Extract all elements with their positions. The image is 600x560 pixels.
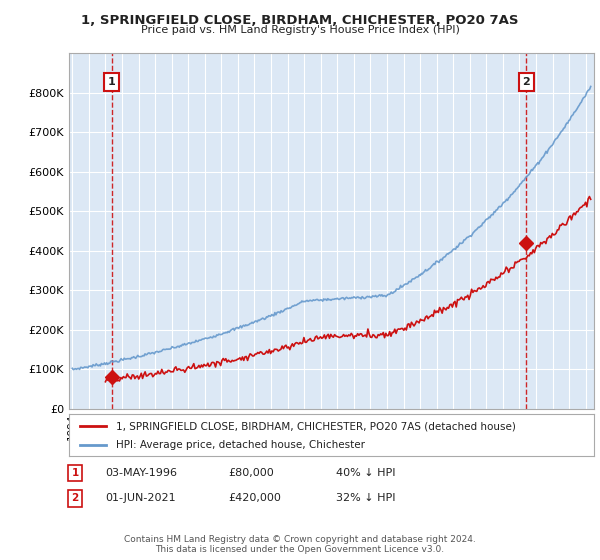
Text: 1, SPRINGFIELD CLOSE, BIRDHAM, CHICHESTER, PO20 7AS (detached house): 1, SPRINGFIELD CLOSE, BIRDHAM, CHICHESTE… [116,421,516,431]
Text: 1, SPRINGFIELD CLOSE, BIRDHAM, CHICHESTER, PO20 7AS: 1, SPRINGFIELD CLOSE, BIRDHAM, CHICHESTE… [81,14,519,27]
Text: 2: 2 [71,493,79,503]
Text: £420,000: £420,000 [228,493,281,503]
Text: 1: 1 [107,77,115,87]
Text: Price paid vs. HM Land Registry's House Price Index (HPI): Price paid vs. HM Land Registry's House … [140,25,460,35]
Text: 40% ↓ HPI: 40% ↓ HPI [336,468,395,478]
Text: 32% ↓ HPI: 32% ↓ HPI [336,493,395,503]
Text: Contains HM Land Registry data © Crown copyright and database right 2024.
This d: Contains HM Land Registry data © Crown c… [124,535,476,554]
Text: 03-MAY-1996: 03-MAY-1996 [105,468,177,478]
Text: HPI: Average price, detached house, Chichester: HPI: Average price, detached house, Chic… [116,440,365,450]
Text: 01-JUN-2021: 01-JUN-2021 [105,493,176,503]
Text: 1: 1 [71,468,79,478]
Text: £80,000: £80,000 [228,468,274,478]
Text: 2: 2 [523,77,530,87]
